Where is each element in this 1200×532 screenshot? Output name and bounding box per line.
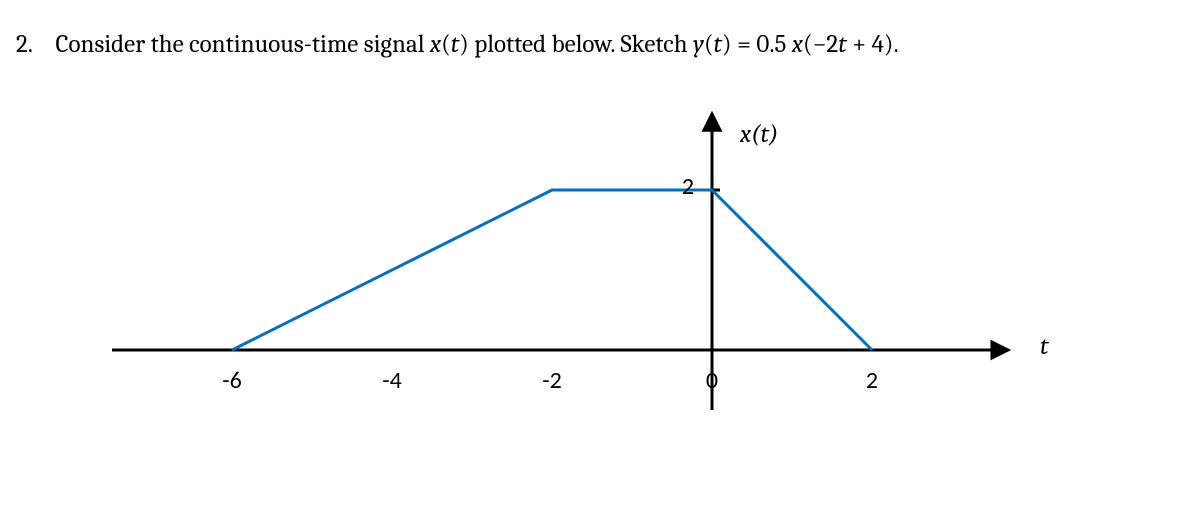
x-tick-label: -4 <box>382 366 402 395</box>
signal-plot: x(t) t -6 -4 -2 0 2 2 <box>60 100 1140 500</box>
q-part: ( <box>704 30 714 59</box>
x-tick-label: -6 <box>222 366 242 395</box>
question-number: 2. <box>16 30 50 59</box>
y-axis-label: x(t) <box>740 120 778 149</box>
q-math-t: t <box>451 30 460 59</box>
q-math-x: x <box>430 30 441 59</box>
q-math-t: t <box>838 30 847 59</box>
x-tick-label: 0 <box>706 366 718 395</box>
q-part: + 4). <box>847 30 899 59</box>
q-part: (−2 <box>803 30 838 59</box>
q-part: ) = 0.5 <box>722 30 792 59</box>
q-part: ) plotted below. Sketch <box>459 30 693 59</box>
q-part: ( <box>441 30 451 59</box>
signal-line <box>232 190 872 350</box>
x-tick-label: 2 <box>866 366 878 395</box>
x-axis-label: t <box>1040 332 1049 361</box>
q-math-x: x <box>792 30 803 59</box>
plot-svg <box>60 100 1140 500</box>
q-math-y: y <box>693 30 704 59</box>
q-math-t: t <box>714 30 723 59</box>
question-text: 2. Consider the continuous-time signal x… <box>16 30 899 59</box>
y-tick-label: 2 <box>682 172 694 201</box>
x-tick-label: -2 <box>542 366 562 395</box>
q-part: Consider the continuous-time signal <box>56 30 430 59</box>
page: 2. Consider the continuous-time signal x… <box>0 0 1200 532</box>
